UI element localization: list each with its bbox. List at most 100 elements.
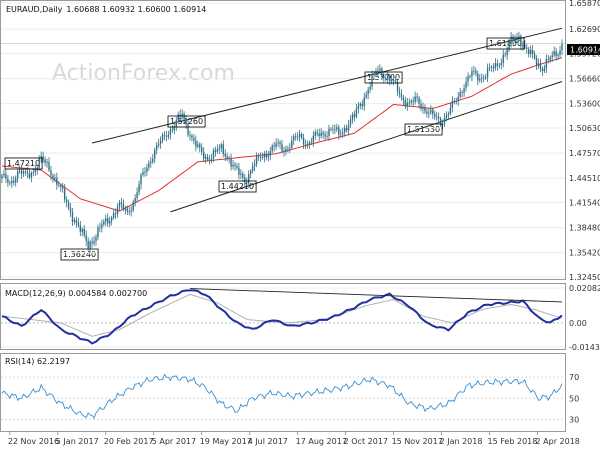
candle-body (281, 144, 283, 152)
candle-body (488, 67, 491, 69)
candle-body (210, 158, 213, 160)
candle-body (161, 134, 164, 141)
candle-body (506, 49, 508, 56)
candle-body (285, 148, 287, 152)
candle-body (187, 124, 189, 135)
candle-body (107, 218, 109, 224)
candle-body (332, 128, 334, 130)
annotation-label-5: 1.51530 (407, 125, 440, 134)
candle-body (324, 134, 326, 137)
price-tick-label: 1.38480 (569, 224, 600, 233)
candle-body (553, 51, 555, 56)
candle-body (381, 68, 383, 77)
candle-body (479, 78, 481, 81)
candle-body (40, 156, 42, 158)
candle-body (338, 127, 340, 135)
rsi-tick-label: 70 (569, 373, 579, 382)
candle-body (249, 170, 252, 175)
candle-body (535, 58, 538, 66)
x-tick-label: 4 Jul 2017 (248, 437, 288, 446)
annotation-label-0: 1.47210 (7, 159, 40, 168)
candle-body (529, 49, 532, 54)
candle-body (316, 132, 318, 134)
candle-body (304, 144, 307, 146)
candle-body (388, 75, 391, 82)
current-price-box (567, 44, 600, 55)
annotation-box (364, 71, 403, 84)
candle-body (175, 120, 177, 127)
candle-body (199, 144, 201, 148)
candle-body (112, 213, 115, 218)
candle-body (148, 162, 150, 168)
candle-body (134, 197, 136, 202)
rsi-panel-frame (0, 353, 566, 432)
candle-body (263, 153, 266, 158)
macd-panel: 0.020827 0.00 -0.014386 (1, 284, 600, 352)
candle-body (363, 97, 365, 107)
candle-body (383, 76, 385, 79)
candle-body (87, 240, 89, 249)
candle-body (551, 55, 553, 58)
candle-body (58, 184, 60, 186)
candle-body (83, 228, 85, 236)
x-tick-label: 5 Apr 2017 (152, 437, 196, 446)
candle-body (91, 241, 93, 244)
rsi-tick-label: 30 (569, 415, 579, 424)
candle-body (20, 170, 23, 174)
candle-body (81, 228, 83, 232)
annotation-box (60, 248, 99, 261)
candle-body (269, 151, 271, 156)
candle-body (320, 132, 322, 137)
candle-body (26, 171, 29, 174)
candle-body (155, 145, 158, 151)
candle-body (377, 70, 379, 72)
candle-body (334, 129, 336, 131)
candle-body (353, 114, 356, 117)
candle-body (336, 127, 338, 130)
candle-body (69, 207, 72, 213)
candle-body (494, 63, 497, 69)
candle-body (293, 136, 295, 141)
candle-body (132, 201, 134, 211)
candle-body (484, 77, 487, 78)
candle-body (73, 220, 76, 222)
candle-body (490, 66, 493, 68)
candle-body (54, 177, 56, 179)
candle-body (171, 129, 174, 131)
candle-body (547, 59, 549, 60)
candle-body (375, 71, 377, 74)
candle-body (63, 188, 66, 200)
candle-body (298, 134, 301, 137)
price-tick-label: 1.47570 (569, 149, 600, 158)
candle-body (273, 145, 275, 147)
candle-body (531, 49, 534, 54)
candle-body (181, 113, 183, 117)
candle-body (526, 47, 528, 50)
candle-body (77, 222, 80, 226)
watermark: ActionForex.com (52, 61, 235, 86)
candle-body (343, 127, 346, 133)
candle-body (465, 81, 467, 89)
candle-body (447, 113, 450, 115)
candle-body (167, 134, 170, 137)
candle-body (512, 36, 514, 42)
macd-trend-line (189, 288, 563, 303)
x-tick-label: 2 Jan 2018 (440, 437, 483, 446)
candle-body (351, 114, 354, 120)
candle-body (179, 114, 181, 117)
candle-body (71, 212, 74, 222)
candle-body (195, 140, 197, 147)
candle-body (165, 135, 168, 137)
candle-body (279, 142, 281, 145)
candle-body (189, 134, 191, 136)
candle-body (283, 151, 285, 153)
candle-body (308, 142, 311, 145)
candle-body (116, 206, 119, 215)
candle-body (159, 140, 162, 144)
macd-title: MACD(12,26,9) 0.004584 0.002700 (5, 289, 147, 298)
candle-body (99, 227, 101, 229)
candle-body (218, 148, 221, 150)
price-tick-label: 1.53600 (569, 100, 600, 109)
price-tick-label: 1.56660 (569, 75, 600, 84)
candle-body (310, 142, 313, 144)
